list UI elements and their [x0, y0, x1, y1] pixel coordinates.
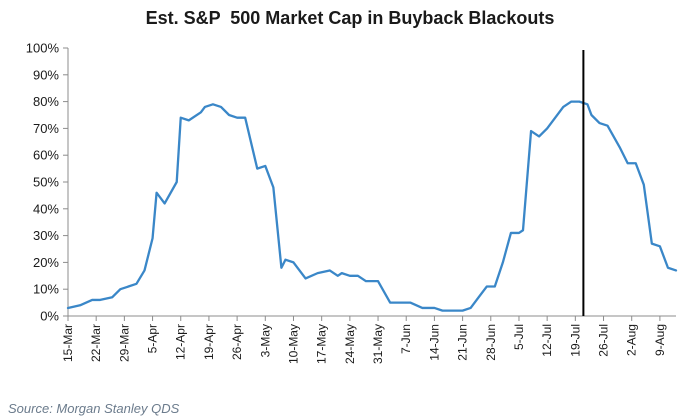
x-tick-label: 12-Apr: [174, 324, 188, 360]
x-tick-label: 14-Jun: [427, 324, 441, 361]
x-tick-label: 26-Apr: [230, 324, 244, 360]
x-tick-label: 26-Jul: [597, 324, 611, 357]
y-tick-label: 40%: [33, 201, 59, 216]
y-axis: 0% 10% 20% 30% 40% 50% 60% 70% 80% 90% 100%: [26, 41, 69, 324]
x-tick-label: 10-May: [286, 324, 300, 364]
x-tick-label: 19-Jul: [568, 324, 582, 357]
x-tick-label: 22-Mar: [89, 324, 103, 362]
series-line-0: [66, 100, 678, 312]
y-tick-label: 90%: [33, 67, 59, 82]
x-tick-label: 29-Mar: [117, 324, 131, 362]
x-tick-label: 7-Jun: [399, 324, 413, 354]
x-tick-label: 2-Aug: [625, 324, 639, 356]
source-label: Source: Morgan Stanley QDS: [8, 401, 180, 416]
x-tick-label: 5-Jul: [512, 324, 526, 350]
x-tick-label: 3-May: [258, 324, 272, 357]
x-tick-label: 24-May: [343, 324, 357, 364]
y-tick-label: 20%: [33, 255, 59, 270]
x-tick-label: 17-May: [315, 324, 329, 364]
x-tick-label: 31-May: [371, 324, 385, 364]
x-tick-label: 5-Apr: [146, 324, 160, 353]
y-tick-label: 0%: [40, 309, 59, 324]
x-tick-label: 15-Mar: [61, 324, 75, 362]
y-tick-label: 80%: [33, 94, 59, 109]
x-tick-label: 21-Jun: [456, 324, 470, 361]
x-tick-label: 19-Apr: [202, 324, 216, 360]
series-layer: [66, 100, 678, 312]
y-tick-label: 100%: [26, 41, 60, 56]
y-tick-label: 10%: [33, 282, 59, 297]
y-tick-label: 70%: [33, 121, 59, 136]
chart-title: Est. S&P 500 Market Cap in Buyback Black…: [146, 8, 555, 28]
y-tick-label: 50%: [33, 175, 59, 190]
y-tick-label: 60%: [33, 148, 59, 163]
x-tick-label: 9-Aug: [653, 324, 667, 356]
x-tick-label: 12-Jul: [540, 324, 554, 357]
y-tick-label: 30%: [33, 228, 59, 243]
x-tick-label: 28-Jun: [484, 324, 498, 361]
x-axis: 15-Mar 22-Mar 29-Mar 5-Apr 12-Apr 19-Apr 26-Ap…: [61, 315, 676, 364]
